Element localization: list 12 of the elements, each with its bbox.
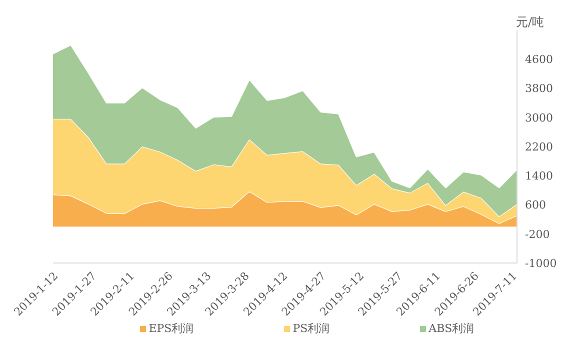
y-tick-label: 3800	[525, 82, 553, 96]
y-axis-title: 元/吨	[516, 14, 544, 31]
y-tick-label: 600	[525, 198, 546, 212]
legend-label: ABS利润	[428, 321, 474, 336]
y-tick-label: -200	[525, 228, 550, 241]
y-tick-label: 1400	[525, 170, 553, 183]
y-tick-label: 2200	[525, 140, 553, 154]
y-tick-label: -1000	[525, 256, 557, 270]
y-tick-label: 3000	[525, 111, 553, 124]
legend-label: PS利润	[292, 321, 330, 336]
y-tick-label: 4600	[525, 53, 553, 66]
legend-label: EPS利润	[148, 321, 194, 336]
